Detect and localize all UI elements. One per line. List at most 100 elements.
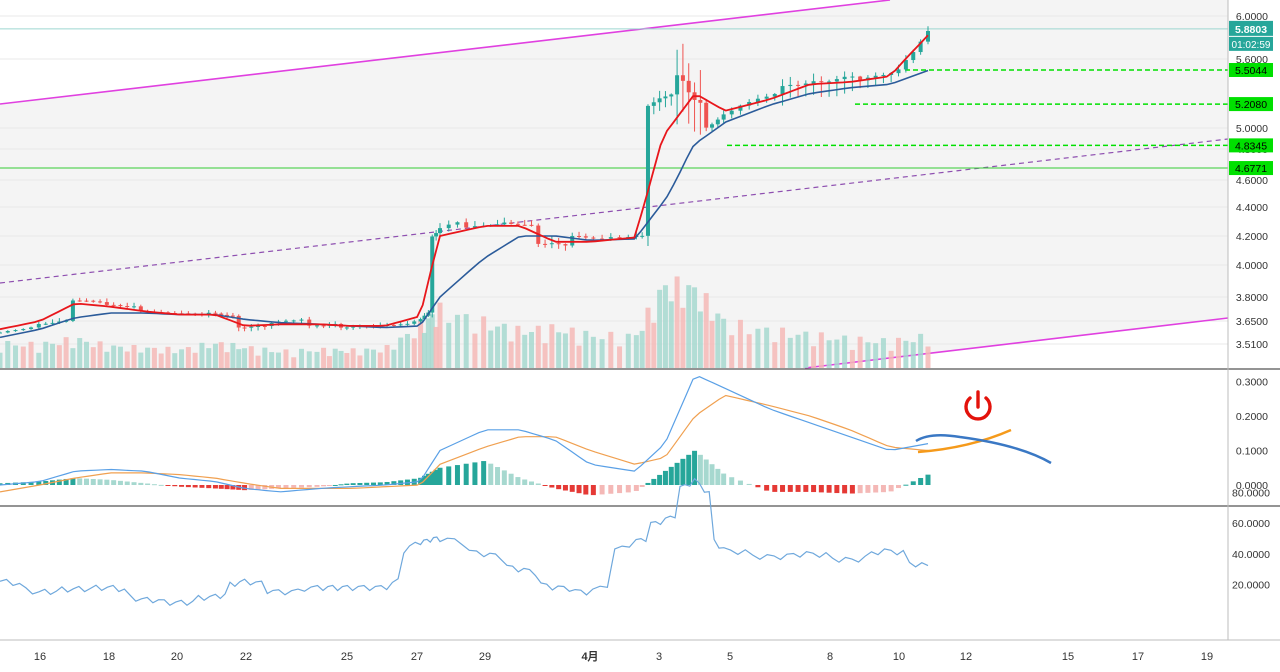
volume-bar [910,342,916,368]
candle-body [495,224,500,226]
macd-hist-bar [344,483,350,485]
volume-bar [418,320,424,368]
volume-bar [645,307,651,368]
candle-body [351,326,356,328]
volume-bar [657,289,663,368]
macd-hist-bar [446,466,452,485]
volume-bar [269,352,275,368]
macd-hist-bar [764,485,770,491]
macd-hist-bar [63,478,69,485]
volume-bar [865,342,871,368]
volume-bar [236,349,242,368]
candle-body [256,325,261,327]
candle-body [583,236,588,238]
macd-axis[interactable]: 0.3000 0.2000 0.1000 0.0000 [1236,377,1268,493]
macd-hist-bar [522,479,528,485]
candle-body [391,324,396,326]
macd-hist-bar [151,484,157,486]
macd-hist-bar [715,468,721,485]
mid-channel-line[interactable] [0,138,1229,284]
macd-hist-bar [755,485,761,488]
macd-hist-bar [488,463,494,485]
price-tick-label: 6.0000 [1236,11,1268,23]
volume-bar [131,344,137,368]
level-lines[interactable] [727,69,1228,147]
macd-hist-bar [651,478,657,485]
candle-body [13,330,18,332]
time-tick-label: 10 [893,651,905,663]
macd-hist-bar [454,465,460,485]
candle-body [529,224,534,226]
volume-bar [398,337,404,368]
candle-body [43,323,48,325]
volume-bar [224,352,230,368]
macd-hist-bar [124,481,130,485]
macd-hist-bar [795,485,801,492]
macd-hist-bar [199,485,205,488]
macd-hist-bar [332,484,338,486]
macd-hist-bar [910,481,916,485]
volume-bar [77,338,83,368]
ma-fast-line [0,34,929,331]
volume-bar [158,353,164,368]
candle-body [657,98,662,103]
volume-bar [562,333,568,368]
macd-pane[interactable] [0,376,1052,496]
oscillator-axis[interactable]: 80.0000 60.0000 40.0000 20.0000 [1232,488,1270,592]
macd-hist-bar [0,483,3,485]
volume-bar [218,342,224,368]
candle-body [570,236,575,246]
volume-bar [36,352,42,368]
volume-bar [454,314,460,368]
time-tick-label: 18 [103,651,115,663]
volume-bar [117,346,123,368]
macd-hist-bar [826,485,832,493]
volume-bar [888,350,894,368]
candle-body [796,84,801,86]
volume-bar [28,341,34,368]
macd-hist-bar [772,485,778,492]
candle-body [132,306,137,308]
macd-hist-bar [703,459,709,485]
macd-hist-bar [811,485,817,493]
candle-body [225,314,230,316]
time-tick-label: 4月 [581,650,598,663]
volume-bar [192,352,198,368]
macd-hist-bar [896,485,902,489]
candle-body [788,84,793,87]
macd-line [0,376,929,493]
candle-body [881,74,886,76]
candle-body [842,76,847,80]
candle-body [645,105,650,236]
price-grid [0,15,1228,345]
volume-bar [326,356,332,368]
candle-body [577,236,582,238]
macd-hist-bar [849,485,855,494]
macd-hist-bar [283,485,289,489]
candle-body [858,76,863,81]
macd-hist-bar [437,467,443,485]
price-axis[interactable]: 6.00005.60005.00004.80004.60004.40004.20… [1236,11,1268,351]
oscillator-line [0,477,929,607]
macd-hist-bar [242,485,248,491]
oscillator-pane[interactable] [0,477,929,607]
time-axis[interactable]: 16 18 20 22 25 27 29 4月 3 5 8 10 12 15 17 19 [34,650,1213,663]
macd-hist-bar [686,454,692,485]
macd-hist-bar [138,482,144,485]
upper-channel-line[interactable] [0,0,891,105]
volume-bar [528,332,534,368]
candle-body [710,124,715,128]
candle-body [896,69,901,74]
candle-body [430,236,435,313]
volume-bar [772,342,778,368]
price-pane[interactable] [0,0,1229,369]
candle-body [434,233,439,237]
drawn-blue-curve[interactable] [915,433,1052,465]
macd-hist-bar [481,461,487,485]
candle-body [543,243,548,245]
macd-hist-bar [803,485,809,492]
drawn-orange-curve[interactable] [917,428,1012,454]
volume-bar [291,357,297,368]
